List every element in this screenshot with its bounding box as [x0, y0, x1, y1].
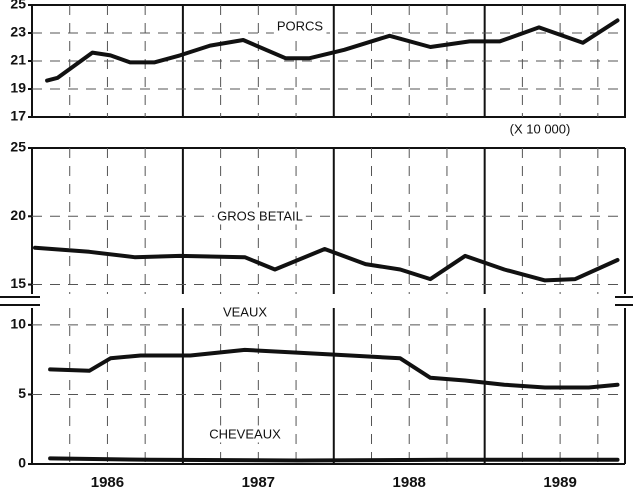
x-tick-label: 1989	[543, 474, 576, 491]
y-tick-label: 25	[10, 0, 26, 12]
unit-note: (X 10 000)	[510, 121, 571, 136]
series-line	[48, 456, 620, 463]
y-tick-label: 17	[10, 108, 26, 124]
label-background	[206, 425, 285, 443]
y-tick-label: 19	[10, 80, 26, 96]
series-line	[48, 347, 620, 390]
series-label: PORCS	[277, 18, 324, 33]
label-background	[214, 207, 306, 225]
y-tick-label: 0	[18, 455, 26, 471]
y-tick-label: 25	[10, 139, 26, 155]
y-tick-label: 20	[10, 207, 26, 223]
y-tick-label: 15	[10, 275, 26, 291]
x-tick-label: 1988	[393, 474, 426, 491]
series-label: GROS BETAIL	[217, 208, 303, 223]
x-tick-label: 1986	[91, 474, 124, 491]
series-label: VEAUX	[223, 304, 267, 319]
label-background	[219, 303, 271, 321]
x-tick-label: 1987	[242, 474, 275, 491]
series-line	[33, 245, 620, 283]
y-tick-label: 5	[18, 385, 26, 401]
y-tick-label: 23	[10, 24, 26, 40]
y-tick-label: 21	[10, 52, 26, 68]
series-label: CHEVEAUX	[209, 426, 281, 441]
label-background	[273, 17, 327, 35]
y-tick-label: 10	[10, 316, 26, 332]
series-line	[45, 18, 620, 83]
